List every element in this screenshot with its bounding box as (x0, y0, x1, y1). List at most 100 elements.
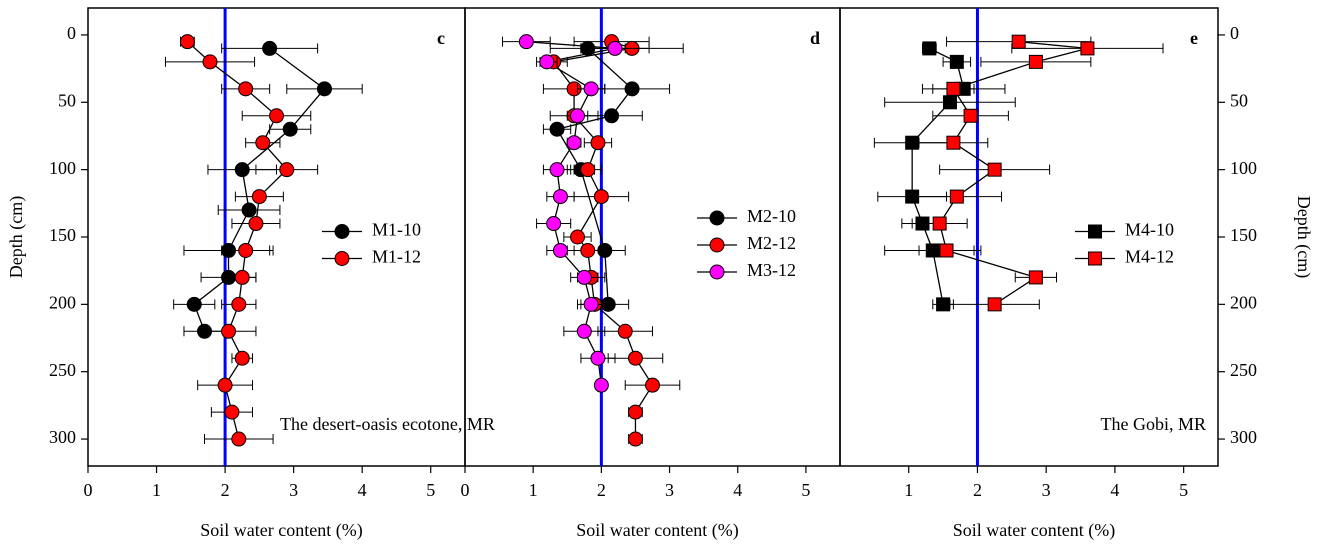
marker (645, 377, 660, 393)
legend-label: M1-12 (372, 247, 421, 267)
legend-label: M2-12 (747, 233, 796, 253)
legend-marker (1088, 224, 1102, 239)
marker (949, 189, 964, 204)
marker (234, 269, 250, 285)
legend-marker (1088, 251, 1102, 266)
x-tick-label: 0 (461, 480, 470, 500)
marker (607, 40, 623, 56)
x-tick-label: 2 (973, 480, 982, 500)
legend-marker (709, 210, 725, 226)
x-axis-label: Soil water content (%) (953, 520, 1115, 541)
marker (518, 34, 534, 50)
y-tick-label: 0 (1230, 23, 1239, 43)
marker (987, 297, 1002, 312)
marker (987, 162, 1002, 177)
x-tick-label: 3 (1042, 480, 1051, 500)
marker (179, 34, 195, 50)
marker (580, 242, 596, 258)
marker (570, 229, 585, 245)
marker (936, 297, 951, 312)
y-tick-label: 300 (49, 427, 76, 447)
marker (627, 350, 643, 366)
marker (1028, 270, 1043, 285)
marker (593, 377, 609, 393)
marker (590, 350, 606, 366)
marker (627, 431, 643, 447)
x-tick-label: 5 (426, 480, 435, 500)
x-tick-label: 4 (358, 480, 367, 500)
y-tick-label: 150 (49, 225, 76, 245)
marker (946, 81, 961, 96)
marker (576, 269, 592, 285)
x-tick-label: 4 (1110, 480, 1119, 500)
marker (546, 216, 562, 232)
y-tick-label: 250 (49, 360, 76, 380)
marker (549, 121, 565, 137)
series-line (186, 41, 288, 440)
legend-marker (334, 224, 350, 239)
y-axis-label: Depth (cm) (6, 196, 27, 278)
y-tick-label: 100 (49, 158, 76, 178)
marker (279, 162, 295, 178)
marker (217, 377, 233, 393)
x-axis-label: Soil water content (%) (576, 520, 738, 541)
marker (942, 95, 957, 110)
annotation: The Gobi, MR (1101, 414, 1207, 434)
marker (946, 135, 961, 150)
marker (593, 189, 609, 205)
x-tick-label: 4 (733, 480, 742, 500)
marker (552, 189, 568, 205)
marker (583, 296, 599, 312)
legend-marker (334, 251, 350, 266)
marker (231, 296, 247, 312)
panel-label: d (810, 28, 820, 48)
marker (549, 162, 565, 178)
x-tick-label: 1 (152, 480, 161, 500)
marker (539, 54, 555, 70)
y-tick-label: 200 (49, 292, 76, 312)
x-axis-label: Soil water content (%) (200, 520, 362, 541)
x-tick-label: 5 (1179, 480, 1188, 500)
marker (234, 162, 250, 178)
marker (576, 323, 592, 339)
panel-label: c (437, 28, 445, 48)
marker (624, 81, 640, 97)
x-tick-label: 2 (597, 480, 606, 500)
marker (1028, 54, 1043, 69)
y-tick-label: 200 (1230, 292, 1257, 312)
marker (617, 323, 633, 339)
y-tick-label: 250 (1230, 360, 1257, 380)
marker (241, 202, 257, 218)
legend-label: M2-10 (747, 206, 796, 226)
x-tick-label: 0 (84, 480, 93, 500)
marker (566, 135, 582, 151)
panel-label: e (1190, 28, 1198, 48)
annotation: The desert-oasis ecotone, MR (280, 414, 495, 434)
marker (1080, 41, 1095, 56)
legend-marker (709, 237, 725, 253)
marker (627, 404, 643, 420)
x-tick-label: 3 (665, 480, 674, 500)
marker (202, 54, 218, 70)
marker (221, 323, 237, 339)
marker (963, 108, 978, 123)
series-line (938, 41, 1088, 305)
marker (238, 81, 254, 97)
x-tick-label: 5 (801, 480, 810, 500)
y-tick-label: 50 (1230, 90, 1248, 110)
marker (251, 189, 267, 205)
marker (231, 431, 247, 447)
marker (590, 135, 606, 151)
marker (234, 350, 250, 366)
marker (269, 108, 284, 124)
y-tick-label: 300 (1230, 427, 1257, 447)
marker (282, 121, 298, 137)
x-tick-label: 3 (289, 480, 298, 500)
marker (583, 81, 599, 97)
marker (580, 162, 596, 178)
y-tick-label: 150 (1230, 225, 1257, 245)
marker (939, 243, 954, 258)
marker (570, 108, 585, 124)
y-tick-label: 0 (67, 23, 76, 43)
